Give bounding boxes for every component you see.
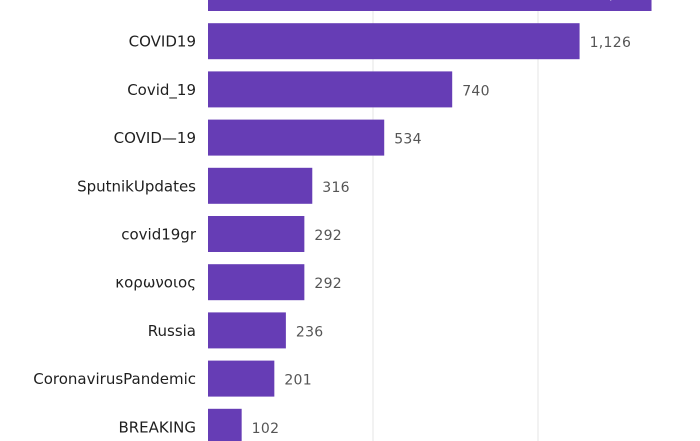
value-label-5: 316 — [322, 180, 350, 196]
category-label-6: covid19gr — [121, 226, 197, 244]
value-label-10: 102 — [252, 421, 280, 437]
value-label-7: 292 — [314, 276, 342, 292]
bar-3 — [208, 71, 453, 108]
category-label-4: COVID—19 — [114, 129, 196, 147]
category-label-7: κορωνοιος — [115, 274, 196, 292]
value-label-9: 201 — [284, 373, 312, 389]
category-label-8: Russia — [148, 322, 196, 340]
category-label-10: BREAKING — [118, 418, 196, 436]
gridlines — [372, 0, 539, 441]
value-label-3: 740 — [462, 83, 490, 99]
bars — [208, 0, 652, 441]
bar-2 — [208, 23, 580, 60]
category-label-2: COVID19 — [129, 33, 196, 51]
bar-5 — [208, 167, 313, 204]
bar-10 — [208, 408, 242, 441]
bar-4 — [208, 119, 385, 156]
value-label-4: 534 — [394, 132, 422, 148]
category-label-9: CoronavirusPandemic — [33, 370, 196, 388]
bar-7 — [208, 264, 305, 301]
bar-8 — [208, 312, 286, 349]
category-label-3: Covid_19 — [127, 81, 196, 100]
value-label-6: 292 — [314, 228, 342, 244]
value-label-2: 1,126 — [590, 35, 632, 51]
value-labels: 1,344 1,126 740 534 316 292 292 236 201 102 — [252, 0, 642, 437]
category-label-5: SputnikUpdates — [77, 177, 196, 195]
category-labels: COVID19 Covid_19 COVID—19 SputnikUpdates cov… — [33, 33, 197, 437]
value-label-8: 236 — [296, 324, 324, 340]
bar-9 — [208, 360, 275, 397]
bar-1 — [208, 0, 652, 11]
bar-6 — [208, 216, 305, 252]
value-label-1: 1,344 — [600, 0, 642, 3]
